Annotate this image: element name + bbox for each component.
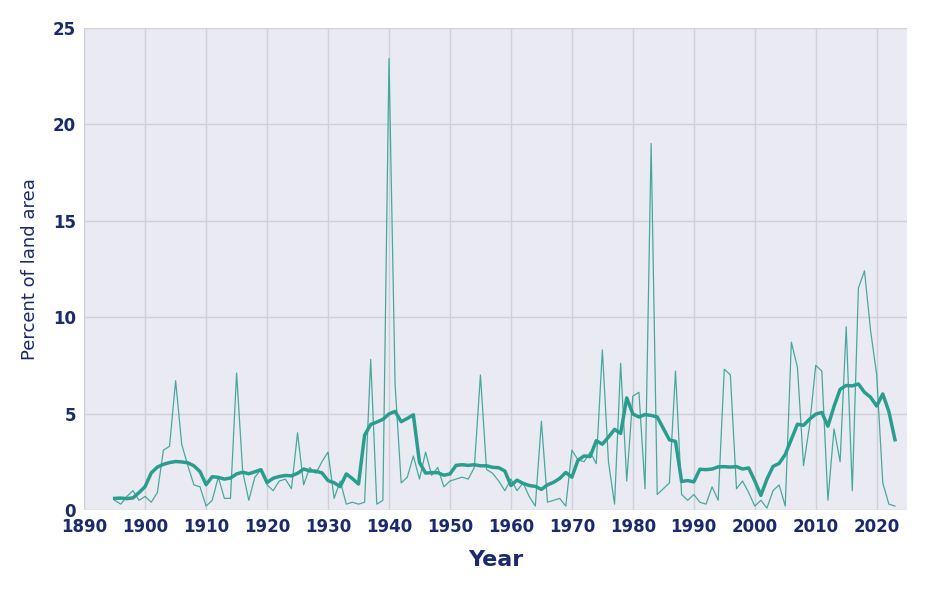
- Y-axis label: Percent of land area: Percent of land area: [20, 178, 39, 360]
- X-axis label: Year: Year: [467, 550, 523, 570]
